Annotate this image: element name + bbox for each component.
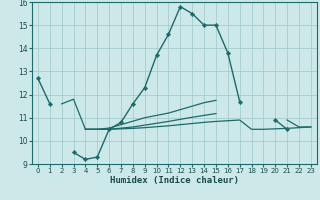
X-axis label: Humidex (Indice chaleur): Humidex (Indice chaleur) (110, 176, 239, 185)
